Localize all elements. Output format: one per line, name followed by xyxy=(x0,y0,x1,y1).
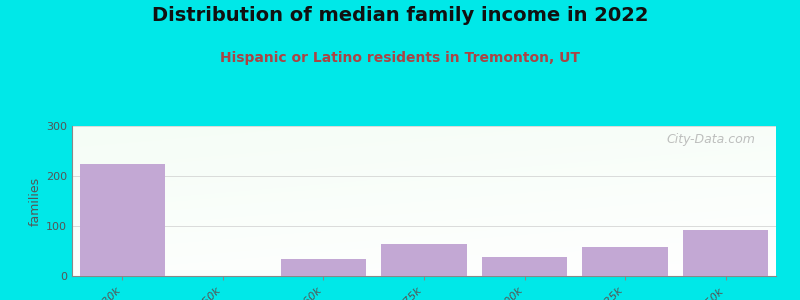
Text: Distribution of median family income in 2022: Distribution of median family income in … xyxy=(152,6,648,25)
Bar xyxy=(582,247,668,276)
Bar xyxy=(683,230,769,276)
Text: Hispanic or Latino residents in Tremonton, UT: Hispanic or Latino residents in Tremonto… xyxy=(220,51,580,65)
Text: City-Data.com: City-Data.com xyxy=(666,134,755,146)
Bar xyxy=(79,164,165,276)
Bar xyxy=(482,257,567,276)
Bar xyxy=(281,259,366,276)
Bar xyxy=(382,244,466,276)
Y-axis label: families: families xyxy=(29,176,42,226)
